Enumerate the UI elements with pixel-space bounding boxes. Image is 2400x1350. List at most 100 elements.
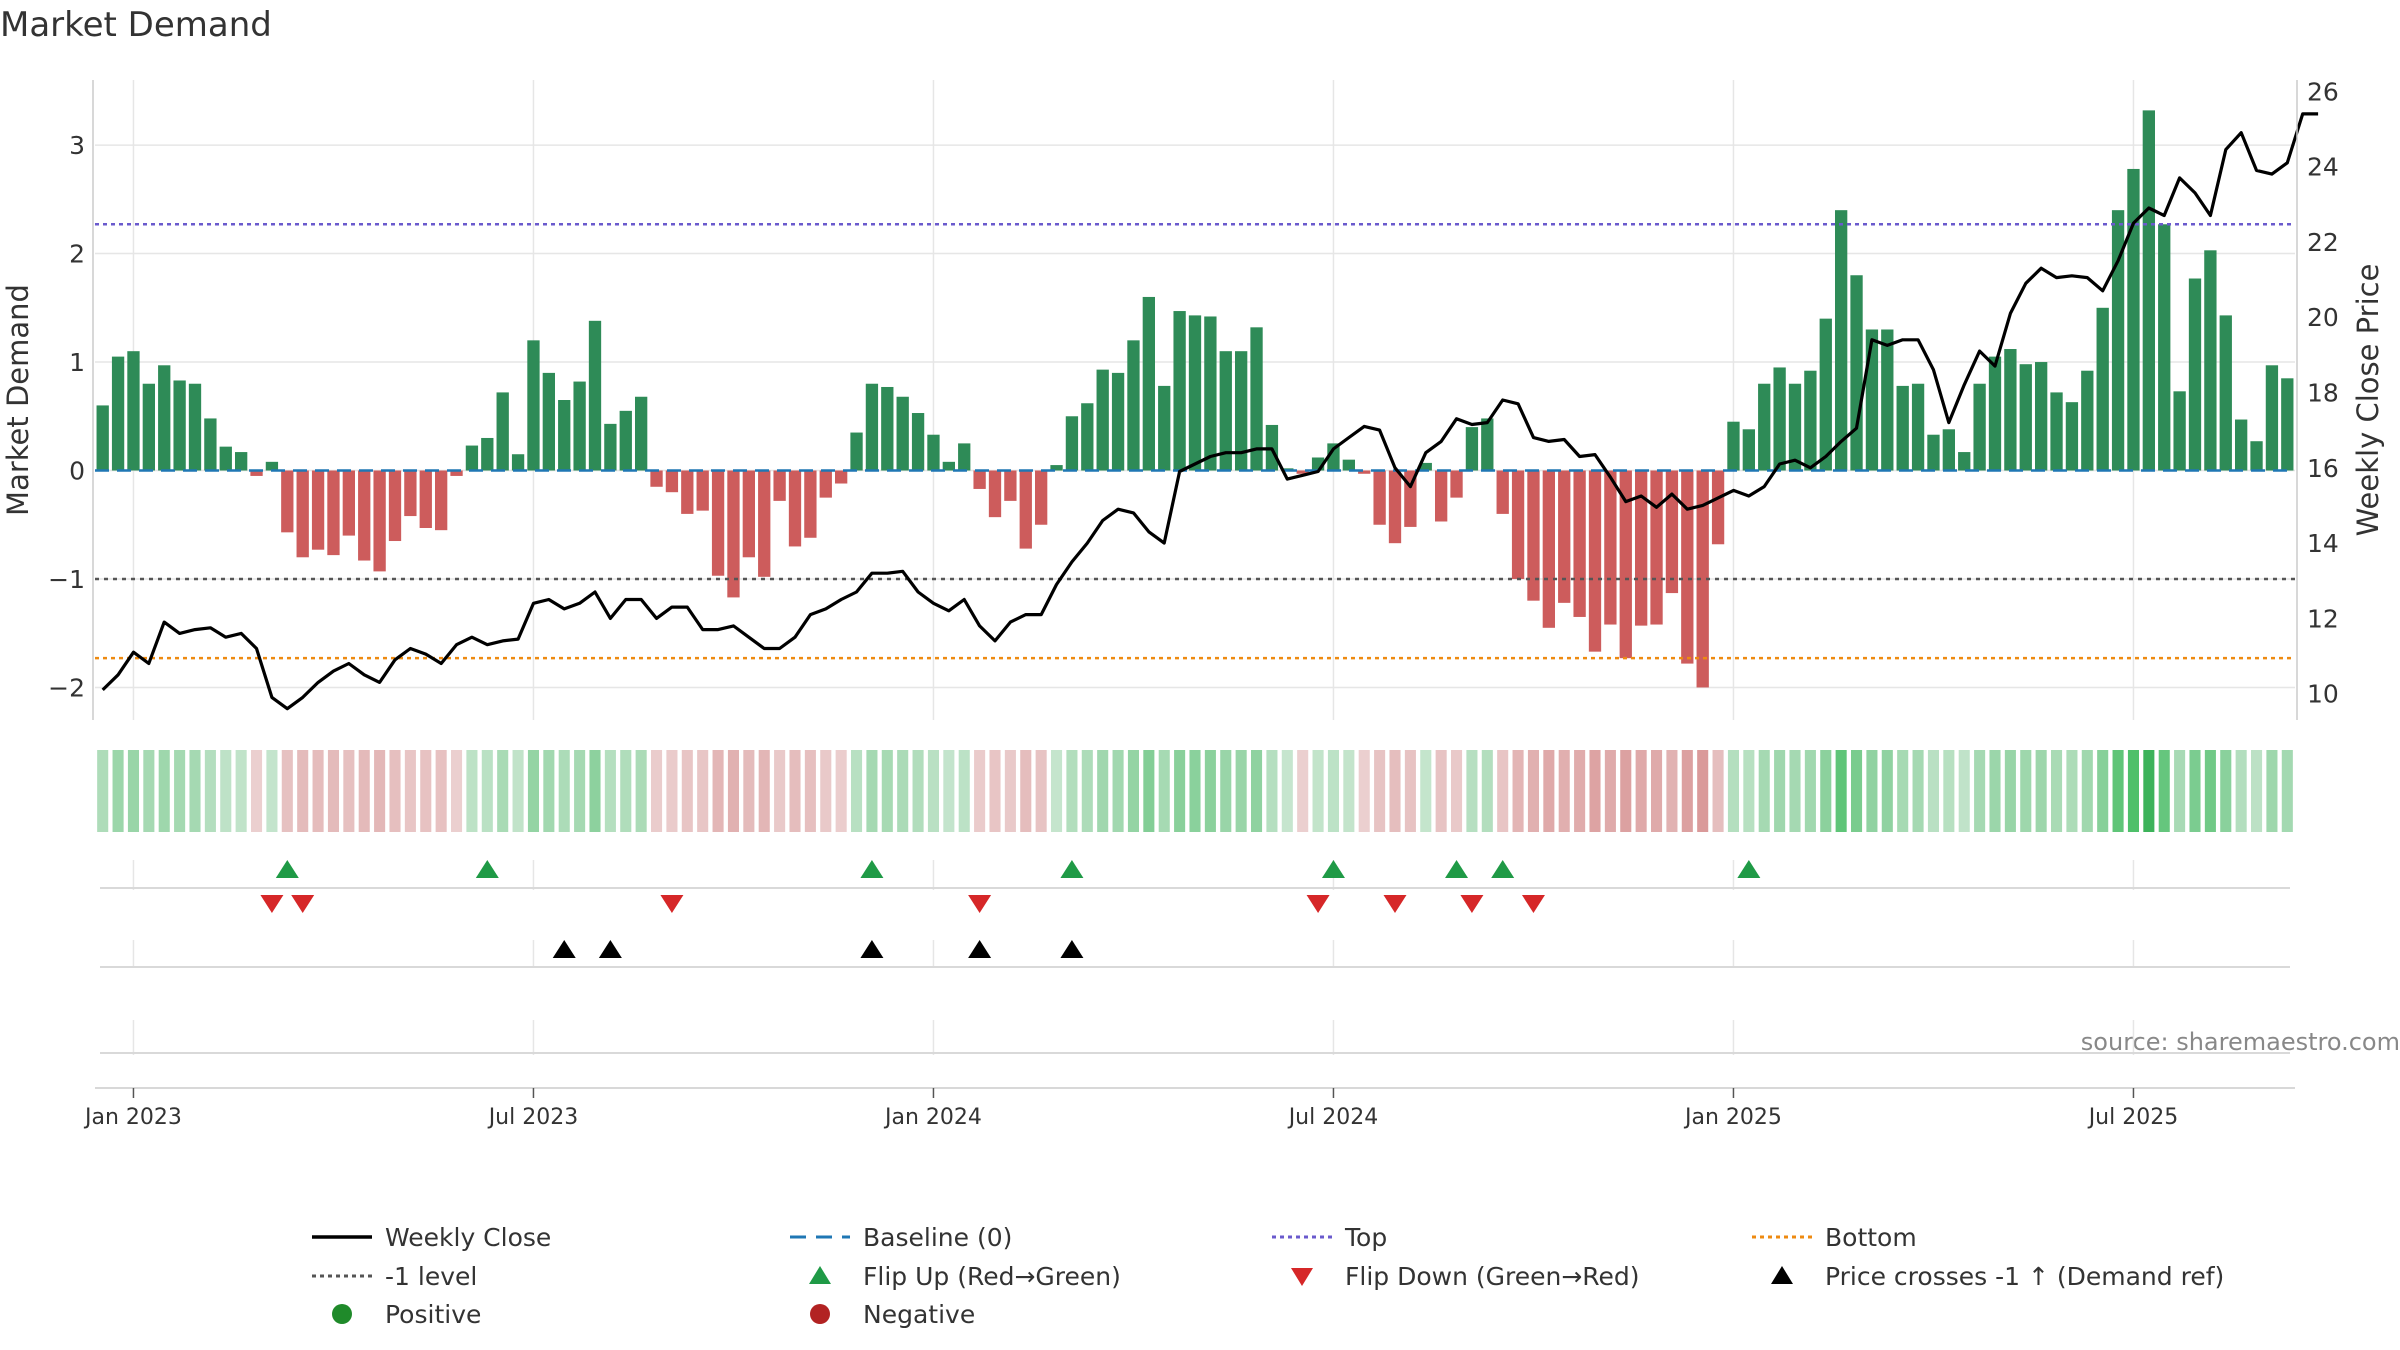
legend-label: Price crosses -1 ↑ (Demand ref)	[1825, 1262, 2224, 1291]
demand-bar	[235, 452, 248, 471]
strip-cell	[1189, 750, 1201, 832]
demand-bar	[711, 470, 725, 576]
strip-cell	[1451, 750, 1463, 832]
strip-cell	[1374, 750, 1386, 832]
strip-cell	[881, 750, 893, 832]
strip-cell	[358, 750, 370, 832]
strip-cell	[281, 750, 293, 832]
demand-bar	[1527, 470, 1540, 601]
x-tick-label: Jul 2023	[487, 1105, 579, 1130]
demand-bar	[481, 437, 494, 471]
flip-up-marker	[1321, 860, 1345, 878]
flip-down-marker	[968, 895, 992, 913]
strip-cell	[2220, 750, 2232, 832]
strip-cell	[1620, 750, 1632, 832]
x-tick-label: Jan 2023	[83, 1105, 182, 1130]
strip-cell	[1897, 750, 1909, 832]
weekly-close-line	[101, 112, 2319, 711]
legend-label: Negative	[863, 1300, 975, 1329]
demand-bar	[173, 380, 186, 471]
strip-cell	[1251, 750, 1263, 832]
y-left-tick-label: 3	[69, 131, 85, 160]
strip-cell	[312, 750, 324, 832]
demand-bar	[1065, 416, 1079, 471]
demand-bar	[158, 365, 171, 471]
legend-triangle-down-icon	[1291, 1268, 1313, 1286]
strip-cell	[204, 750, 216, 832]
demand-bar	[1511, 470, 1525, 579]
demand-bar	[2127, 168, 2140, 471]
strip-cell	[1558, 750, 1570, 832]
strip-cell	[1389, 750, 1401, 832]
strip-cell	[374, 750, 386, 832]
y-left-tick-label: −1	[48, 565, 85, 594]
strip-cell	[1112, 750, 1124, 832]
demand-bar	[450, 470, 463, 476]
demand-bar	[1758, 383, 1771, 471]
x-tick-label: Jan 2024	[883, 1105, 982, 1130]
y-right-tick-label: 14	[2307, 529, 2339, 558]
strip-cell	[404, 750, 416, 832]
chart-title: Market Demand	[0, 5, 272, 45]
demand-bar	[804, 470, 817, 538]
demand-bar	[1773, 367, 1786, 471]
demand-bar	[1573, 470, 1586, 617]
demand-bar	[404, 470, 417, 517]
flip-down-marker	[1521, 895, 1545, 913]
strip-cell	[1143, 750, 1155, 832]
strip-cell	[1635, 750, 1647, 832]
strip-cell	[420, 750, 432, 832]
demand-bar	[281, 470, 294, 533]
strip-cell	[851, 750, 863, 832]
legend-label: Positive	[385, 1300, 481, 1329]
strip-cell	[1481, 750, 1493, 832]
strip-cell	[1358, 750, 1370, 832]
demand-bar	[2281, 378, 2294, 471]
demand-bar	[1696, 470, 1709, 688]
strip-cell	[1774, 750, 1786, 832]
demand-bar	[942, 461, 955, 471]
strip-cell	[558, 750, 570, 832]
demand-bar	[742, 470, 755, 558]
strip-cell	[958, 750, 970, 832]
y-right-tick-label: 24	[2307, 153, 2339, 182]
strip-cell	[112, 750, 124, 832]
flip-up-marker	[1060, 860, 1084, 878]
strip-cell	[620, 750, 632, 832]
demand-bar	[1788, 383, 1802, 471]
demand-bar	[1142, 296, 1155, 471]
strip-cell	[297, 750, 309, 832]
strip-cell	[543, 750, 555, 832]
strip-cell	[943, 750, 955, 832]
strip-cell	[635, 750, 647, 832]
event-markers	[100, 860, 2290, 1054]
strip-cell	[1297, 750, 1309, 832]
demand-bar	[1588, 470, 1602, 652]
strip-cell	[2174, 750, 2186, 832]
demand-bar	[1235, 351, 1248, 471]
strip-cell	[512, 750, 524, 832]
demand-bar	[635, 396, 648, 471]
strip-cell	[1927, 750, 1939, 832]
demand-bar	[958, 443, 971, 471]
heat-strip	[97, 750, 2293, 832]
demand-bar	[835, 470, 848, 484]
strip-cell	[1912, 750, 1924, 832]
y-left-tick-label: 1	[69, 348, 85, 377]
strip-cell	[220, 750, 232, 832]
demand-bar	[496, 392, 509, 471]
strip-cell	[1697, 750, 1709, 832]
strip-cell	[1589, 750, 1601, 832]
strip-cell	[2143, 750, 2155, 832]
demand-bar	[1619, 470, 1632, 659]
x-axis: Jan 2023 Jul 2023 Jan 2024 Jul 2024 Jan 2025…	[83, 1087, 2295, 1130]
strip-cell	[1497, 750, 1509, 832]
demand-bar	[573, 381, 586, 471]
legend-circle-icon	[332, 1304, 352, 1324]
strip-cell	[127, 750, 139, 832]
demand-bar	[1019, 470, 1032, 549]
strip-cell	[774, 750, 786, 832]
strip-cell	[2051, 750, 2063, 832]
strip-cell	[2189, 750, 2201, 832]
